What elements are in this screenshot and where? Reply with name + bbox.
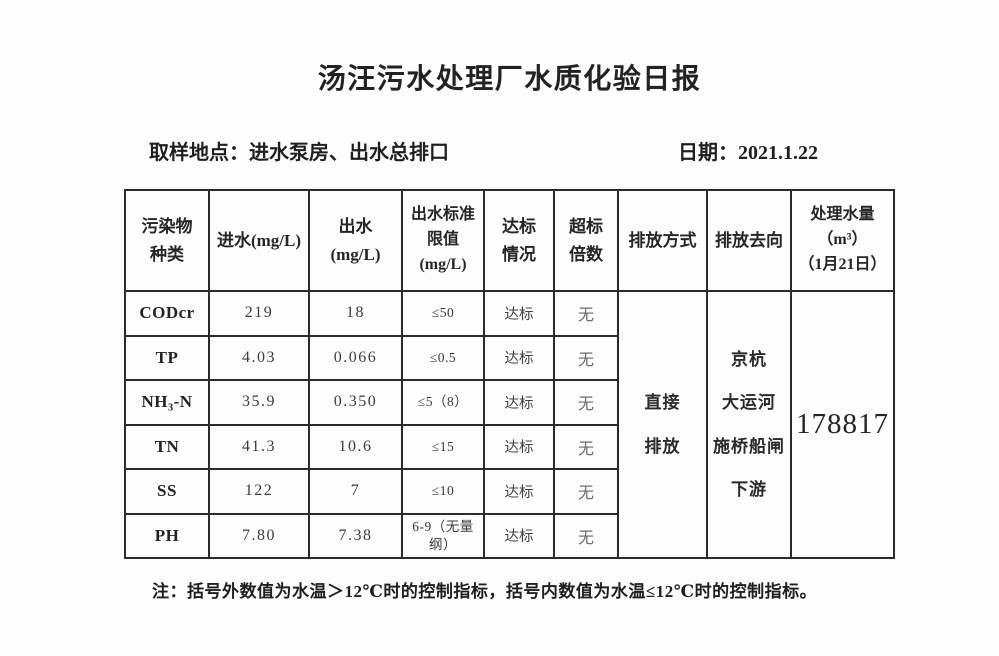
header-influent: 进水(mg/L) [208, 189, 310, 292]
pollutant-name: TP [124, 334, 210, 381]
compliance-status: 达标 [483, 379, 555, 426]
table-row-ss: SS 122 7 ≤10 达标 无 [124, 468, 894, 515]
influent-value: 7.80 [208, 512, 310, 559]
pollutant-name: CODcr [124, 290, 210, 337]
effluent-value: 7 [308, 468, 403, 515]
header-effluent-limit: 出水标准 限值 (mg/L) [401, 189, 485, 292]
sampling-location-label: 取样地点：进水泵房、出水总排口 [149, 142, 449, 164]
table-row-codcr: CODcr 219 18 ≤50 达标 无 直接 排放 京杭 大运河 施桥船闸 … [124, 290, 895, 559]
limit-value: ≤0.5 [401, 334, 485, 381]
limit-value: ≤50 [401, 290, 485, 337]
exceedance-value: 无 [553, 290, 619, 337]
footnote: 注：括号外数值为水温＞12℃时的控制指标，括号内数值为水温≤12℃时的控制指标。 [152, 582, 818, 601]
table-row-nh3n: NH₃-N 35.9 0.350 ≤5（8） 达标 无 [124, 379, 894, 426]
pollutant-name: NH₃-N [124, 379, 210, 426]
influent-value: 4.03 [208, 334, 310, 381]
report-date-label: 日期：2021.1.22 [678, 142, 818, 164]
compliance-status: 达标 [483, 468, 555, 515]
water-quality-table: 污染物 种类 进水(mg/L) 出水 (mg/L) 出水标准 限值 (mg/L)… [124, 189, 895, 559]
header-pollutant-type: 污染物 种类 [124, 189, 210, 292]
influent-value: 122 [208, 468, 310, 515]
header-treated-volume: 处理水量 （m³） （1月21日） [790, 189, 895, 292]
effluent-value: 0.066 [308, 334, 403, 381]
exceedance-value: 无 [553, 512, 619, 559]
table-row-tp: TP 4.03 0.066 ≤0.5 达标 无 [124, 334, 894, 381]
header-discharge-method: 排放方式 [617, 189, 708, 292]
compliance-status: 达标 [483, 423, 555, 470]
limit-value: ≤15 [401, 423, 485, 470]
effluent-value: 18 [308, 290, 403, 337]
influent-value: 219 [208, 290, 310, 337]
header-effluent: 出水 (mg/L) [308, 189, 403, 292]
compliance-status: 达标 [483, 512, 555, 559]
effluent-value: 7.38 [308, 512, 403, 559]
exceedance-value: 无 [553, 423, 619, 470]
discharge-destination-cell: 京杭 大运河 施桥船闸 下游 [706, 290, 792, 559]
effluent-value: 0.350 [308, 379, 403, 426]
exceedance-value: 无 [553, 468, 619, 515]
influent-value: 41.3 [208, 423, 310, 470]
water-quality-table-wrap: 污染物 种类 进水(mg/L) 出水 (mg/L) 出水标准 限值 (mg/L)… [124, 189, 895, 559]
compliance-status: 达标 [483, 334, 555, 381]
exceedance-value: 无 [553, 379, 619, 426]
limit-value: ≤5（8） [401, 379, 485, 426]
compliance-status: 达标 [483, 290, 555, 337]
report-title: 汤汪污水处理厂水质化验日报 [317, 64, 702, 95]
treated-volume-cell: 178817 [790, 290, 895, 559]
pollutant-name: PH [124, 512, 210, 559]
header-exceedance: 超标 倍数 [553, 189, 619, 292]
effluent-value: 10.6 [308, 423, 403, 470]
influent-value: 35.9 [208, 379, 310, 426]
exceedance-value: 无 [553, 334, 619, 381]
header-discharge-destination: 排放去向 [706, 189, 792, 292]
header-compliance: 达标 情况 [483, 189, 555, 292]
pollutant-name: TN [124, 423, 210, 470]
table-row-ph: PH 7.80 7.38 6-9（无量 纲） 达标 无 [124, 512, 894, 559]
header-row: 污染物 种类 进水(mg/L) 出水 (mg/L) 出水标准 限值 (mg/L)… [124, 189, 895, 292]
discharge-method-cell: 直接 排放 [617, 290, 708, 559]
table-row-tn: TN 41.3 10.6 ≤15 达标 无 [124, 423, 894, 470]
pollutant-name: SS [124, 468, 210, 515]
limit-value: 6-9（无量 纲） [401, 512, 485, 559]
limit-value: ≤10 [401, 468, 485, 515]
